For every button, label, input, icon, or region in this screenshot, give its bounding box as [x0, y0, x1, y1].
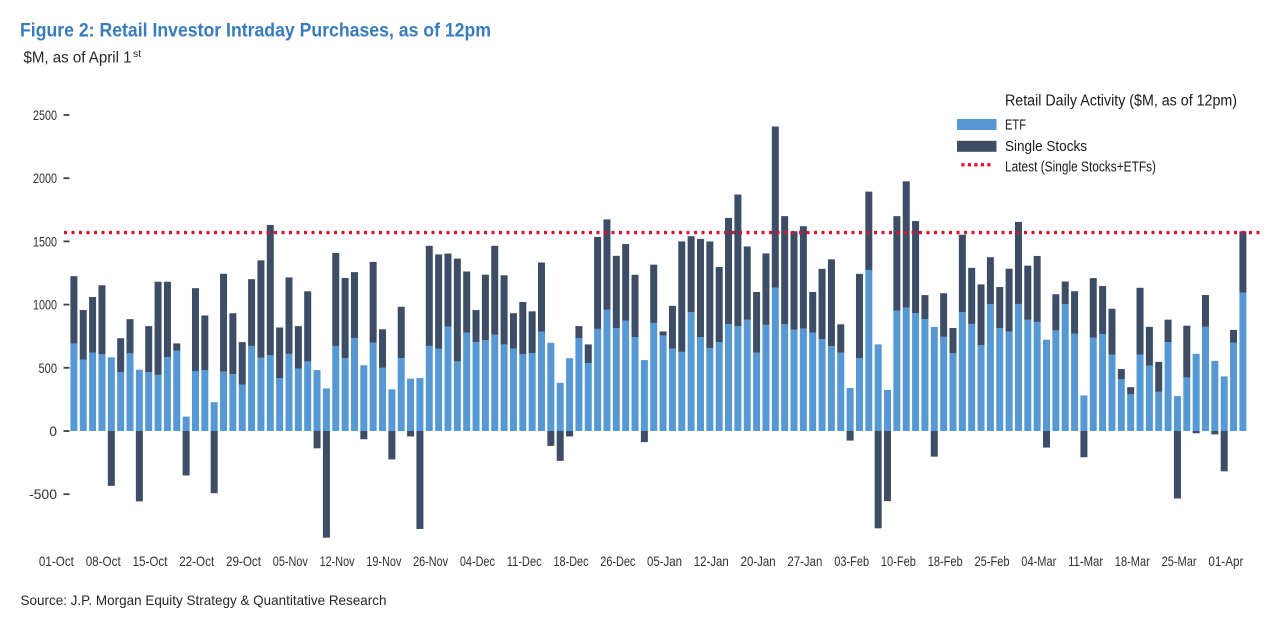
svg-text:29-Oct: 29-Oct — [226, 553, 261, 569]
svg-text:Source: J.P. Morgan Equity Str: Source: J.P. Morgan Equity Strategy & Qu… — [21, 592, 387, 608]
svg-text:-500: -500 — [29, 486, 57, 502]
svg-text:12-Nov: 12-Nov — [320, 553, 355, 569]
svg-text:04-Dec: 04-Dec — [460, 553, 495, 569]
svg-text:27-Jan: 27-Jan — [787, 553, 822, 569]
svg-text:15-Oct: 15-Oct — [133, 553, 168, 569]
svg-text:Retail Daily Activity ($M, as: Retail Daily Activity ($M, as of 12pm) — [1005, 93, 1237, 110]
svg-text:26-Nov: 26-Nov — [413, 553, 448, 569]
svg-text:04-Mar: 04-Mar — [1021, 553, 1056, 569]
svg-text:2500: 2500 — [33, 107, 57, 123]
svg-text:25-Mar: 25-Mar — [1162, 553, 1197, 569]
svg-text:ETF: ETF — [1005, 118, 1026, 134]
svg-text:20-Jan: 20-Jan — [741, 553, 776, 569]
svg-text:10-Feb: 10-Feb — [881, 553, 916, 569]
svg-text:22-Oct: 22-Oct — [179, 553, 214, 569]
svg-text:$M, as of April 1: $M, as of April 1 — [24, 50, 132, 67]
svg-text:01-Oct: 01-Oct — [39, 553, 74, 569]
svg-text:st: st — [133, 48, 141, 60]
svg-text:19-Nov: 19-Nov — [366, 553, 401, 569]
svg-text:18-Feb: 18-Feb — [928, 553, 963, 569]
svg-text:Latest (Single Stocks+ETFs): Latest (Single Stocks+ETFs) — [1005, 160, 1156, 176]
svg-text:0: 0 — [49, 423, 57, 439]
svg-text:12-Jan: 12-Jan — [694, 553, 729, 569]
svg-text:Single Stocks: Single Stocks — [1005, 139, 1087, 155]
svg-text:03-Feb: 03-Feb — [834, 553, 869, 569]
svg-text:01-Apr: 01-Apr — [1208, 553, 1243, 569]
svg-text:500: 500 — [39, 360, 58, 376]
svg-text:18-Mar: 18-Mar — [1115, 553, 1150, 569]
svg-text:Figure 2: Retail Investor Intr: Figure 2: Retail Investor Intraday Purch… — [20, 20, 491, 42]
svg-text:1000: 1000 — [33, 297, 57, 313]
svg-text:25-Feb: 25-Feb — [975, 553, 1010, 569]
svg-text:05-Jan: 05-Jan — [647, 553, 682, 569]
svg-text:1500: 1500 — [33, 233, 57, 249]
svg-text:11-Dec: 11-Dec — [507, 553, 542, 569]
svg-text:11-Mar: 11-Mar — [1068, 553, 1103, 569]
svg-text:26-Dec: 26-Dec — [600, 553, 635, 569]
svg-text:08-Oct: 08-Oct — [86, 553, 121, 569]
svg-text:2000: 2000 — [33, 170, 57, 186]
svg-text:18-Dec: 18-Dec — [554, 553, 589, 569]
svg-text:05-Nov: 05-Nov — [273, 553, 308, 569]
